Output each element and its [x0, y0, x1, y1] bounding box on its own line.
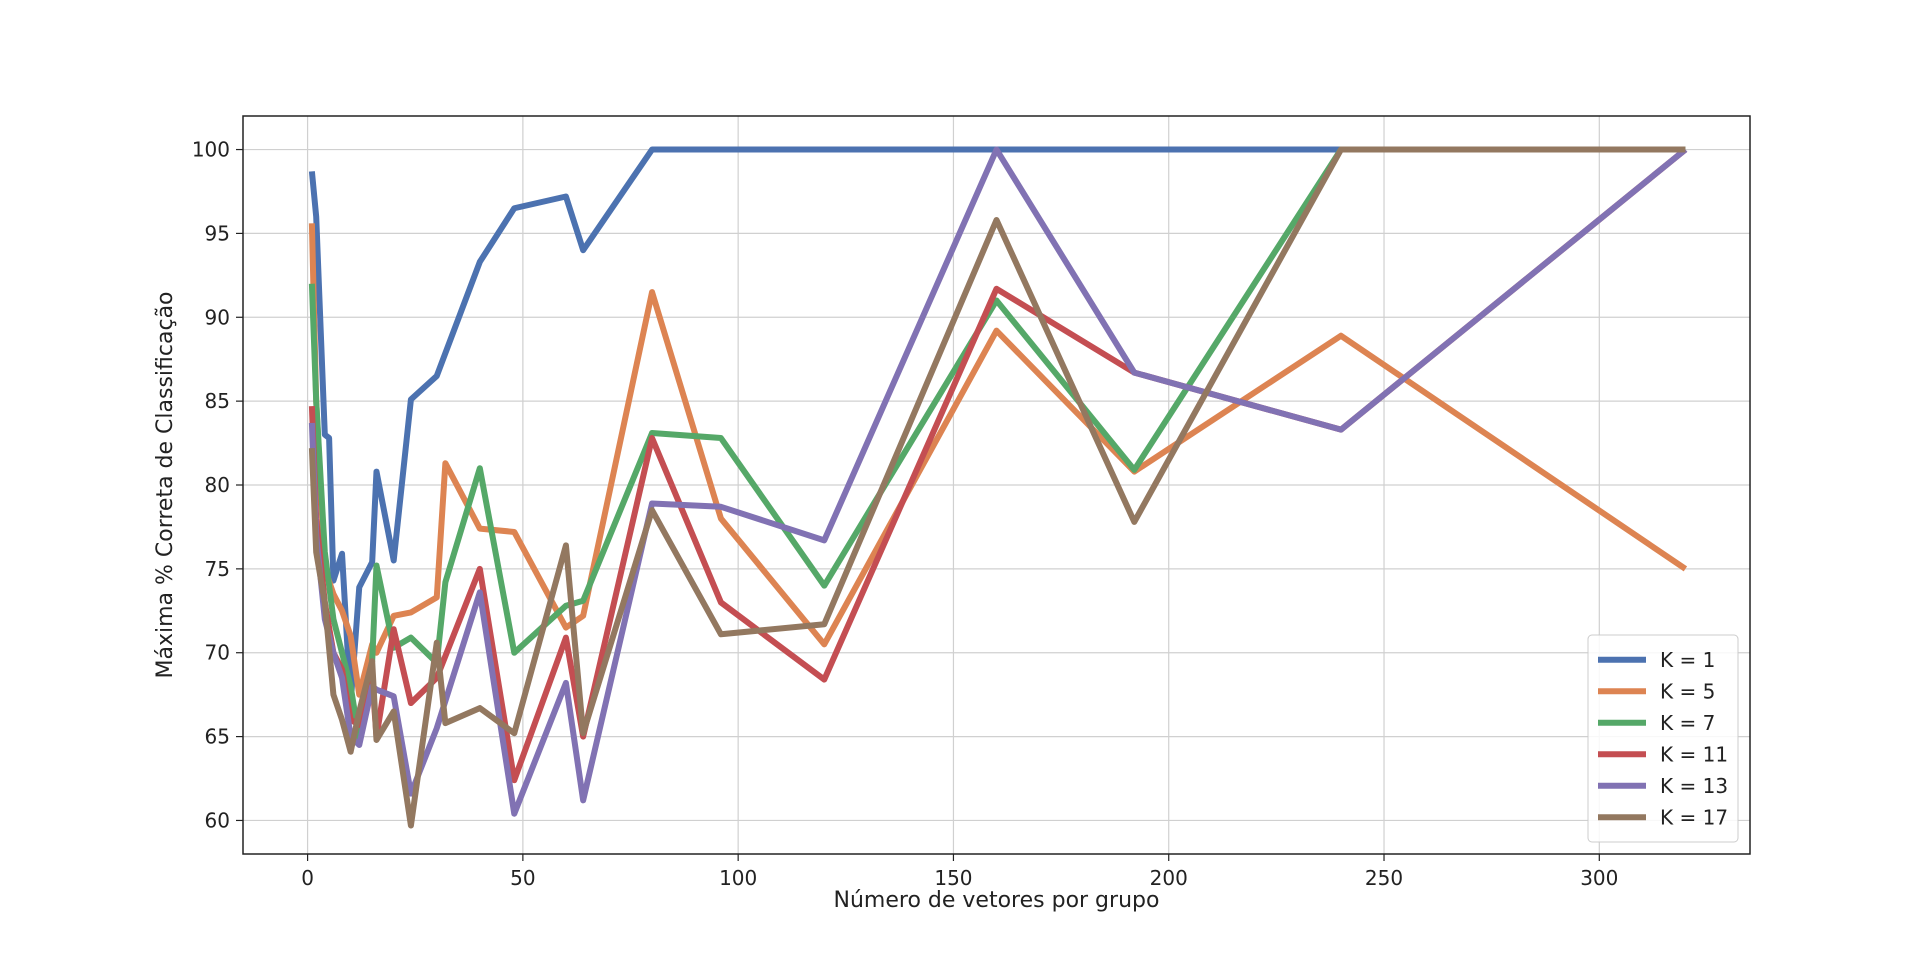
y-tick-label: 85	[205, 389, 230, 413]
x-tick-label: 300	[1580, 866, 1618, 890]
y-axis-label: Máxima % Correta de Classificação	[153, 291, 178, 678]
series-line-5	[308, 146, 1688, 817]
legend: K = 1 K = 5 K = 7 K = 11 K = 13 K = 17	[1587, 634, 1739, 843]
grid-lines	[243, 116, 1750, 854]
x-tick-label: 250	[1365, 866, 1403, 890]
y-tick-label: 70	[205, 641, 230, 665]
axis-ticks: 0 50 100 150 200 250 300 60 65 70 75 80 85 90 95 100	[192, 138, 1619, 890]
legend-label: K = 1	[1660, 648, 1715, 672]
x-tick-label: 50	[510, 866, 535, 890]
x-tick-label: 200	[1150, 866, 1188, 890]
y-tick-label: 65	[205, 725, 230, 749]
x-tick-label: 0	[301, 866, 314, 890]
x-tick-label: 150	[934, 866, 972, 890]
y-tick-label: 60	[205, 808, 230, 832]
legend-box	[1587, 634, 1739, 843]
legend-label: K = 13	[1660, 774, 1728, 798]
y-tick-label: 80	[205, 473, 230, 497]
y-tick-label: 100	[192, 138, 230, 162]
series-line-6	[308, 146, 1686, 829]
legend-label: K = 17	[1660, 805, 1728, 829]
series-line-2	[308, 223, 1688, 698]
series-lines	[308, 146, 1688, 829]
legend-label: K = 7	[1660, 711, 1715, 735]
series-line-3	[308, 146, 1686, 743]
x-axis-label: Número de vetores por grupo	[834, 888, 1160, 913]
y-tick-label: 75	[205, 557, 230, 581]
x-tick-label: 100	[719, 866, 757, 890]
series-line-1	[308, 146, 1686, 707]
legend-label: K = 5	[1660, 679, 1715, 703]
legend-label: K = 11	[1660, 742, 1728, 766]
y-tick-label: 95	[205, 221, 230, 245]
y-tick-label: 90	[205, 305, 230, 329]
